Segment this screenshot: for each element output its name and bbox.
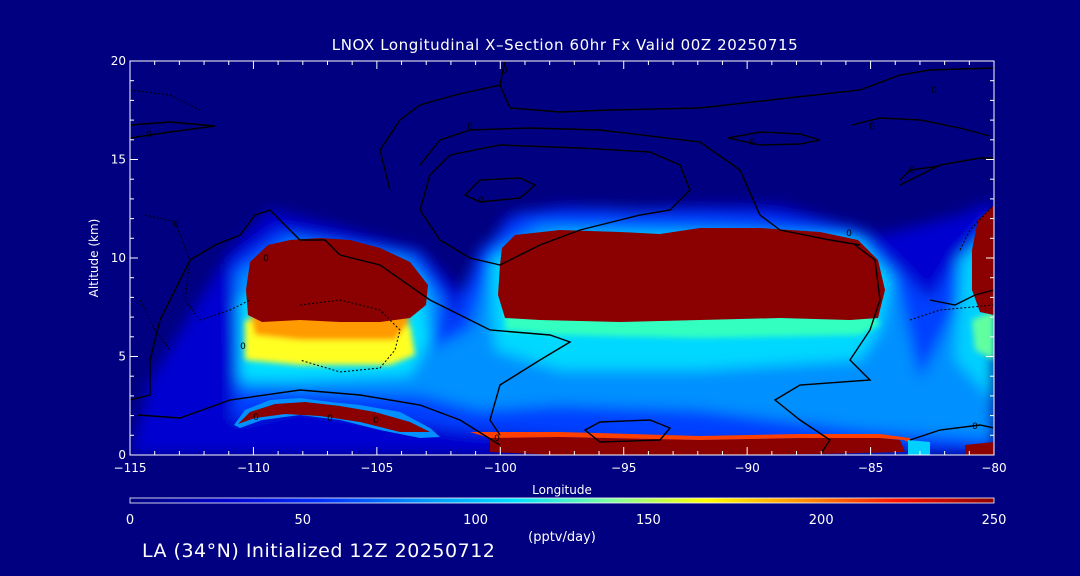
contour-label: 0 [931, 86, 937, 96]
x-tick-label: −100 [484, 461, 517, 475]
colorbar-gradient [129, 497, 995, 504]
contour-label: 0 [467, 122, 473, 132]
x-tick-label: −110 [237, 461, 270, 475]
colorbar-tick-label: 200 [809, 513, 834, 528]
x-tick-label: −115 [114, 461, 147, 475]
colorbar: 0 50 100 150 200 250 (pptv/day) [126, 497, 1007, 545]
contour-label: 0 [502, 66, 508, 76]
y-axis-label: Altitude (km) [87, 219, 101, 298]
x-tick-label: −95 [611, 461, 636, 475]
contour-label: 0 [846, 229, 852, 239]
colorbar-tick-label: 100 [463, 513, 488, 528]
y-tick-label: 0 [118, 448, 126, 462]
x-tick-label: −80 [981, 461, 1006, 475]
contour-label: 0 [263, 254, 269, 264]
plot-area: 0 0 0 0 0 0 0 0 0 0 0 0 0 0 0 0 0 −115 −110 −105 −100 −95 −90… [111, 54, 1007, 475]
lightning-core-west [246, 238, 428, 322]
y-tick-label: 10 [111, 251, 126, 265]
colorbar-tick-label: 0 [126, 513, 134, 528]
contour-label: 0 [240, 342, 246, 352]
colorbar-tick-label: 50 [295, 513, 312, 528]
y-axis: 0 5 10 15 20 [111, 54, 994, 462]
x-axis-label: Longitude [532, 483, 592, 497]
dotted-contours [130, 89, 994, 373]
lightning-core-central [498, 228, 885, 322]
contour-label: 0 [478, 196, 484, 206]
x-tick-label: −85 [858, 461, 883, 475]
x-axis: −115 −110 −105 −100 −95 −90 −85 −80 [114, 61, 1007, 475]
heatmap-field: 0 0 0 0 0 0 0 0 0 0 0 0 0 0 0 0 0 [130, 61, 994, 455]
chart-title: LNOX Longitudinal X–Section 60hr Fx Vali… [332, 36, 799, 54]
surface-band-central [490, 437, 905, 455]
contour-label: 0 [327, 414, 333, 424]
contour-label: 0 [373, 416, 379, 426]
contour-label: 0 [173, 220, 179, 230]
y-tick-label: 5 [118, 350, 126, 364]
colorbar-ticks: 0 50 100 150 200 250 [126, 513, 1007, 528]
contour-label: 0 [972, 422, 978, 432]
y-tick-label: 20 [111, 54, 126, 68]
y-tick-label: 15 [111, 153, 126, 167]
contour-label: 0 [749, 138, 755, 148]
contour-label: 0 [146, 130, 152, 140]
contour-label: 0 [909, 166, 915, 176]
contour-label-group: 0 0 0 0 0 0 0 0 0 0 0 0 0 0 0 0 0 [146, 66, 978, 444]
colorbar-label: (pptv/day) [528, 530, 596, 545]
contour-label: 0 [253, 413, 259, 423]
contour-label: 0 [869, 122, 875, 132]
colorbar-tick-label: 250 [982, 513, 1007, 528]
lightning-core-east [972, 205, 994, 315]
colorbar-tick-label: 150 [636, 513, 661, 528]
contour-label: 0 [494, 434, 500, 444]
init-info-footer: LA (34°N) Initialized 12Z 20250712 [142, 540, 496, 562]
x-tick-label: −105 [360, 461, 393, 475]
contour-lines [130, 61, 994, 455]
x-tick-label: −90 [734, 461, 759, 475]
